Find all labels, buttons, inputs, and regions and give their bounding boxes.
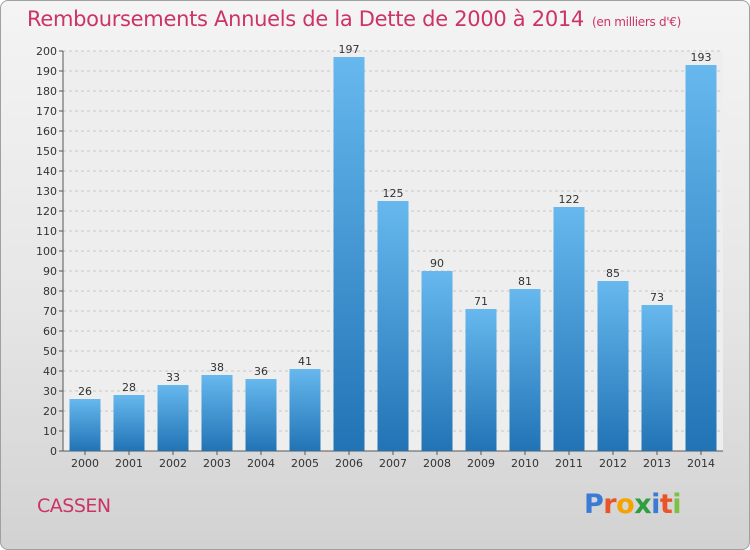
logo-letter: r	[603, 489, 617, 520]
y-tick-label: 50	[43, 345, 57, 358]
bar	[465, 309, 497, 451]
x-tick-label: 2006	[335, 457, 363, 470]
data-label: 41	[298, 355, 312, 368]
x-tick-label: 2002	[159, 457, 187, 470]
x-tick-label: 2010	[511, 457, 539, 470]
data-label: 122	[559, 193, 580, 206]
data-label: 73	[650, 291, 664, 304]
data-label: 36	[254, 365, 268, 378]
data-label: 26	[78, 385, 92, 398]
y-tick-label: 100	[36, 245, 57, 258]
y-tick-label: 70	[43, 305, 57, 318]
data-label: 81	[518, 275, 532, 288]
y-tick-label: 150	[36, 145, 57, 158]
y-tick-label: 40	[43, 365, 57, 378]
logo-letter: t	[659, 489, 673, 520]
y-tick-label: 140	[36, 165, 57, 178]
bar	[245, 379, 277, 451]
x-tick-label: 2012	[599, 457, 627, 470]
y-tick-label: 170	[36, 105, 57, 118]
data-label: 85	[606, 267, 620, 280]
x-tick-label: 2014	[687, 457, 715, 470]
bar	[509, 289, 541, 451]
data-label: 71	[474, 295, 488, 308]
bar	[377, 201, 409, 451]
x-tick-label: 2003	[203, 457, 231, 470]
y-tick-label: 20	[43, 405, 57, 418]
x-tick-label: 2004	[247, 457, 275, 470]
bar	[69, 399, 101, 451]
bar	[421, 271, 453, 451]
x-tick-label: 2011	[555, 457, 583, 470]
bar	[333, 57, 365, 451]
y-tick-label: 160	[36, 125, 57, 138]
commune-name: CASSEN	[37, 495, 111, 517]
y-tick-label: 90	[43, 265, 57, 278]
bar	[113, 395, 145, 451]
bar	[157, 385, 189, 451]
bar	[289, 369, 321, 451]
y-tick-label: 120	[36, 205, 57, 218]
logo-letter: P	[584, 489, 604, 520]
y-tick-label: 10	[43, 425, 57, 438]
data-label: 90	[430, 257, 444, 270]
bar	[685, 65, 717, 451]
logo-letter: i	[672, 489, 682, 520]
bar	[201, 375, 233, 451]
data-label: 28	[122, 381, 136, 394]
data-label: 125	[383, 187, 404, 200]
x-tick-label: 2008	[423, 457, 451, 470]
y-tick-label: 110	[36, 225, 57, 238]
x-tick-label: 2001	[115, 457, 143, 470]
y-tick-label: 200	[36, 45, 57, 58]
y-tick-label: 80	[43, 285, 57, 298]
data-label: 197	[339, 43, 360, 56]
x-tick-label: 2000	[71, 457, 99, 470]
y-tick-label: 130	[36, 185, 57, 198]
data-label: 33	[166, 371, 180, 384]
x-tick-label: 2007	[379, 457, 407, 470]
chart-title-text: Remboursements Annuels de la Dette de 20…	[27, 7, 584, 31]
data-label: 38	[210, 361, 224, 374]
x-tick-label: 2005	[291, 457, 319, 470]
logo-letter: i	[651, 489, 660, 520]
proxiti-logo: Proxiti	[584, 489, 682, 520]
x-tick-label: 2009	[467, 457, 495, 470]
logo-letter: o	[616, 489, 635, 520]
y-tick-label: 30	[43, 385, 57, 398]
bar	[641, 305, 673, 451]
data-label: 193	[691, 51, 712, 64]
x-tick-label: 2013	[643, 457, 671, 470]
bar	[597, 281, 629, 451]
bar	[553, 207, 585, 451]
y-tick-label: 0	[50, 445, 57, 458]
y-tick-label: 60	[43, 325, 57, 338]
chart-title: Remboursements Annuels de la Dette de 20…	[27, 7, 681, 31]
y-tick-label: 190	[36, 65, 57, 78]
y-tick-label: 180	[36, 85, 57, 98]
logo-letter: x	[634, 489, 652, 520]
chart-unit: (en milliers d'€)	[592, 15, 682, 29]
